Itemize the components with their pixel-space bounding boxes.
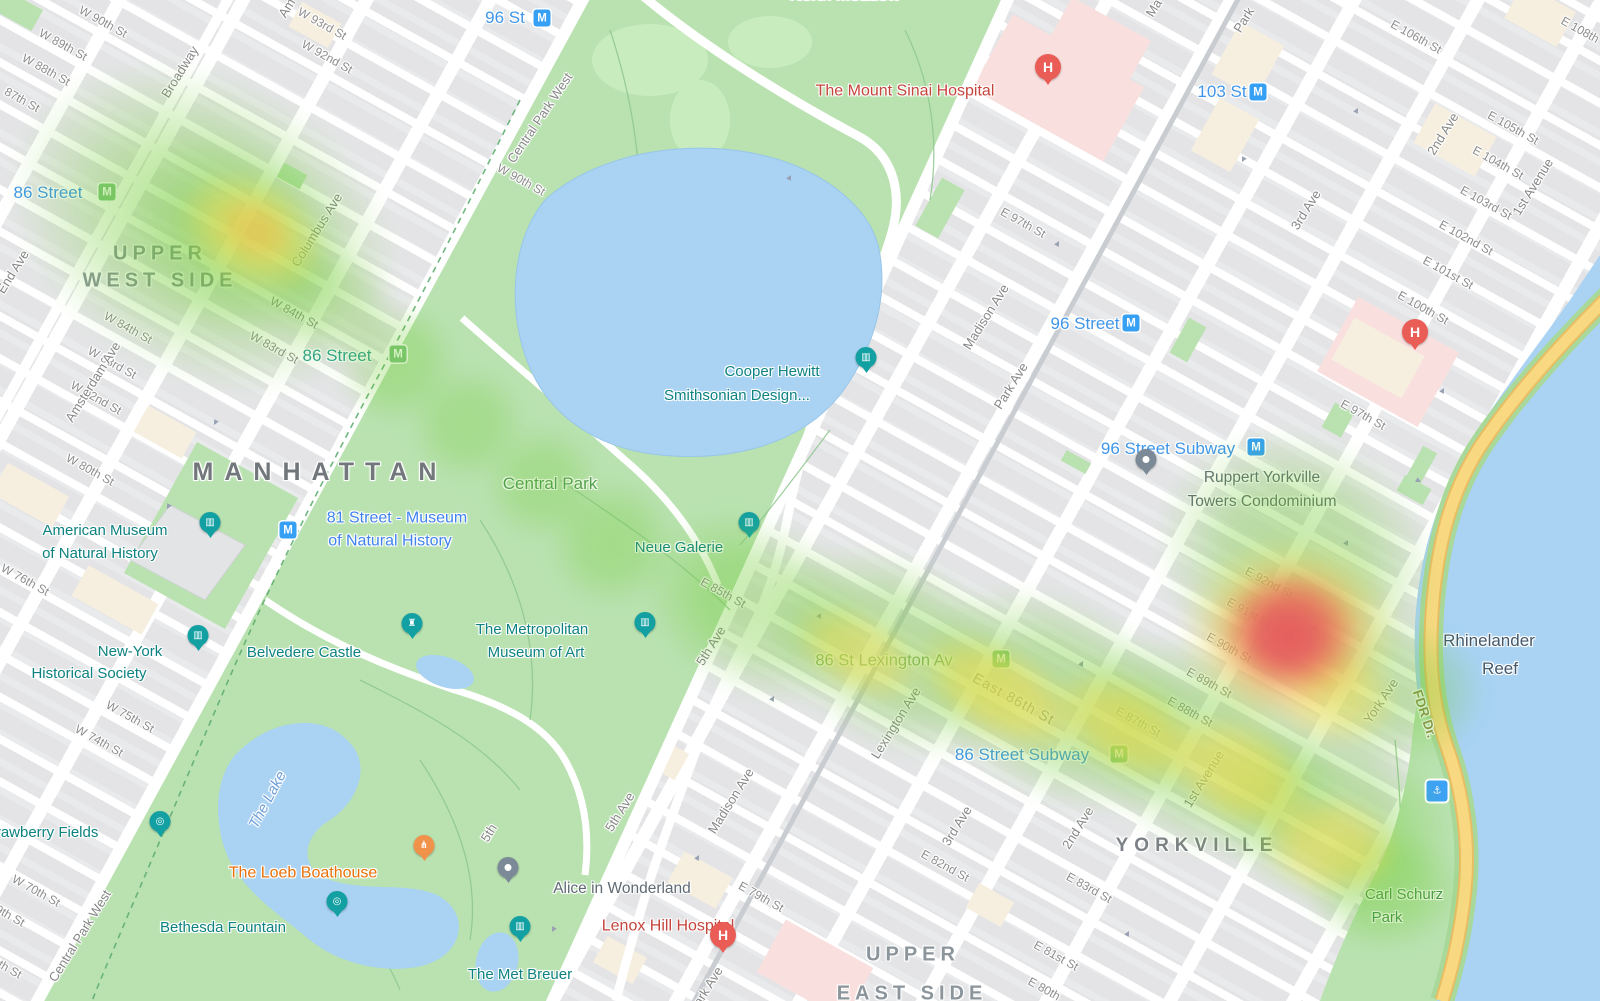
park-dashed-path	[91, 99, 521, 1001]
meadow	[728, 16, 812, 68]
label-park: Park	[1371, 909, 1403, 927]
label-museum-of-art[interactable]: Museum of Art	[487, 644, 585, 662]
reservoir-water	[514, 147, 883, 457]
label-the-met-breuer[interactable]: The Met Breuer	[467, 966, 573, 984]
east-drive-road	[611, 0, 901, 1001]
label-81-street-museum[interactable]: 81 Street - Museum	[326, 509, 468, 527]
hospital-pin-icon-the-mount-sinai-hospital[interactable]: H	[1035, 54, 1061, 90]
label-cooper-hewitt[interactable]: Cooper Hewitt	[724, 363, 820, 381]
label-new-york[interactable]: New-York	[97, 643, 163, 661]
label-lenox-hill-hospital[interactable]: Lenox Hill Hospital	[601, 917, 735, 935]
conservatory-water	[475, 932, 519, 992]
label-bethesda-fountain[interactable]: Bethesda Fountain	[160, 919, 286, 937]
label-rhinelander: Rhinelander	[1443, 631, 1535, 651]
subway-badge-icon-86-street-west[interactable]: M	[98, 183, 116, 201]
label-towers-condominium[interactable]: Towers Condominium	[1187, 492, 1337, 510]
carl-schurz-park-shape	[1320, 662, 1461, 1001]
ferry-pin-icon-e-90th-st-ferry[interactable]: ⚓	[1426, 780, 1448, 802]
label-manhattan: MANHATTAN	[192, 457, 448, 486]
label-96-street[interactable]: 96 Street	[1050, 314, 1120, 334]
castle-pin-icon-belvedere-castle[interactable]: ♜	[401, 613, 423, 644]
label-north-meadow: North Meadow	[790, 0, 901, 4]
meadow	[592, 24, 708, 96]
label-historical-society[interactable]: Historical Society	[31, 665, 147, 683]
museum-pin-icon-neue-galerie[interactable]: ▥	[738, 512, 760, 543]
turtle-pond-water	[416, 654, 474, 690]
camera-pin-icon-strawberry-fields[interactable]: ◎	[149, 811, 171, 842]
label-96-street-subway[interactable]: 96 Street Subway	[1100, 439, 1236, 459]
label-neue-galerie[interactable]: Neue Galerie	[634, 539, 724, 557]
label-86-street[interactable]: 86 Street	[302, 346, 372, 366]
subway-badge-icon-96-street[interactable]: M	[1122, 314, 1140, 332]
park-ave-median	[691, 0, 1241, 1001]
label-alice-in-wonderland[interactable]: Alice in Wonderland	[553, 879, 691, 897]
label-upper: UPPER	[866, 943, 960, 966]
hospital-pin-icon-mount-sinai-east[interactable]: H	[1402, 319, 1428, 355]
label-central-park: Central Park	[502, 474, 598, 494]
subway-badge-icon-103-st[interactable]: M	[1249, 83, 1267, 101]
label-belvedere-castle[interactable]: Belvedere Castle	[246, 644, 362, 662]
museum-pin-icon-the-metropolitan-museum-of-art[interactable]: ▥	[634, 612, 656, 643]
label-reef: Reef	[1482, 659, 1518, 679]
label-of-natural-history[interactable]: of Natural History	[42, 545, 158, 563]
the-lake-water	[218, 722, 459, 969]
label-the-loeb-boathouse[interactable]: The Loeb Boathouse	[228, 864, 378, 882]
restaurant-pin-icon-the-loeb-boathouse[interactable]: ⋔	[413, 835, 435, 866]
label-86-street[interactable]: 86 Street	[13, 183, 83, 203]
label-the-metropolitan[interactable]: The Metropolitan	[475, 621, 589, 639]
fifth-ave-road	[545, 0, 1015, 1001]
label-smithsonian-design[interactable]: Smithsonian Design...	[664, 387, 810, 405]
label-103-st[interactable]: 103 St	[1197, 82, 1247, 102]
label-east-side: EAST SIDE	[836, 982, 988, 1001]
86th-transverse-road	[459, 315, 722, 587]
subway-badge-icon-81-street-museum-of-natural-history[interactable]: M	[279, 521, 297, 539]
label-the-mount-sinai-hospital[interactable]: The Mount Sinai Hospital	[815, 82, 995, 100]
museum-pin-icon-american-museum-of-natural-history[interactable]: ▥	[199, 512, 221, 543]
fdr-road	[1425, 297, 1600, 1001]
meadow	[670, 80, 730, 160]
museum-pin-icon-cooper-hewitt[interactable]: ▥	[855, 347, 877, 378]
museum-pin-icon-the-met-breuer[interactable]: ▥	[509, 916, 531, 947]
subway-badge-icon-86-street-park[interactable]: M	[389, 345, 407, 363]
broadway-road	[0, 0, 234, 423]
hospital-pin-icon-lenox-hill-hospital[interactable]: H	[710, 922, 736, 958]
label-strawberry-fields[interactable]: Strawberry Fields	[0, 824, 99, 842]
label-ruppert-yorkville[interactable]: Ruppert Yorkville	[1203, 468, 1321, 486]
museum-building	[129, 504, 246, 601]
label-american-museum[interactable]: American Museum	[42, 522, 168, 540]
label-of-natural-history[interactable]: of Natural History	[328, 532, 452, 550]
central-park-west-road	[30, 0, 590, 1001]
camera-pin-icon-bethesda-fountain[interactable]: ◎	[326, 891, 348, 922]
label-96-st[interactable]: 96 St	[485, 8, 525, 28]
subway-badge-icon-96-street-subway[interactable]: M	[1247, 438, 1265, 456]
subway-badge-icon-96-st[interactable]: M	[533, 9, 551, 27]
generic-pin-icon-alice-in-wonderland[interactable]	[497, 857, 519, 888]
museum-pin-icon-new-york-historical-society[interactable]: ▥	[187, 625, 209, 656]
79th-transverse-road	[263, 597, 591, 876]
generic-pin-icon-ruppert-yorkville-towers-condominium[interactable]	[1135, 449, 1157, 480]
